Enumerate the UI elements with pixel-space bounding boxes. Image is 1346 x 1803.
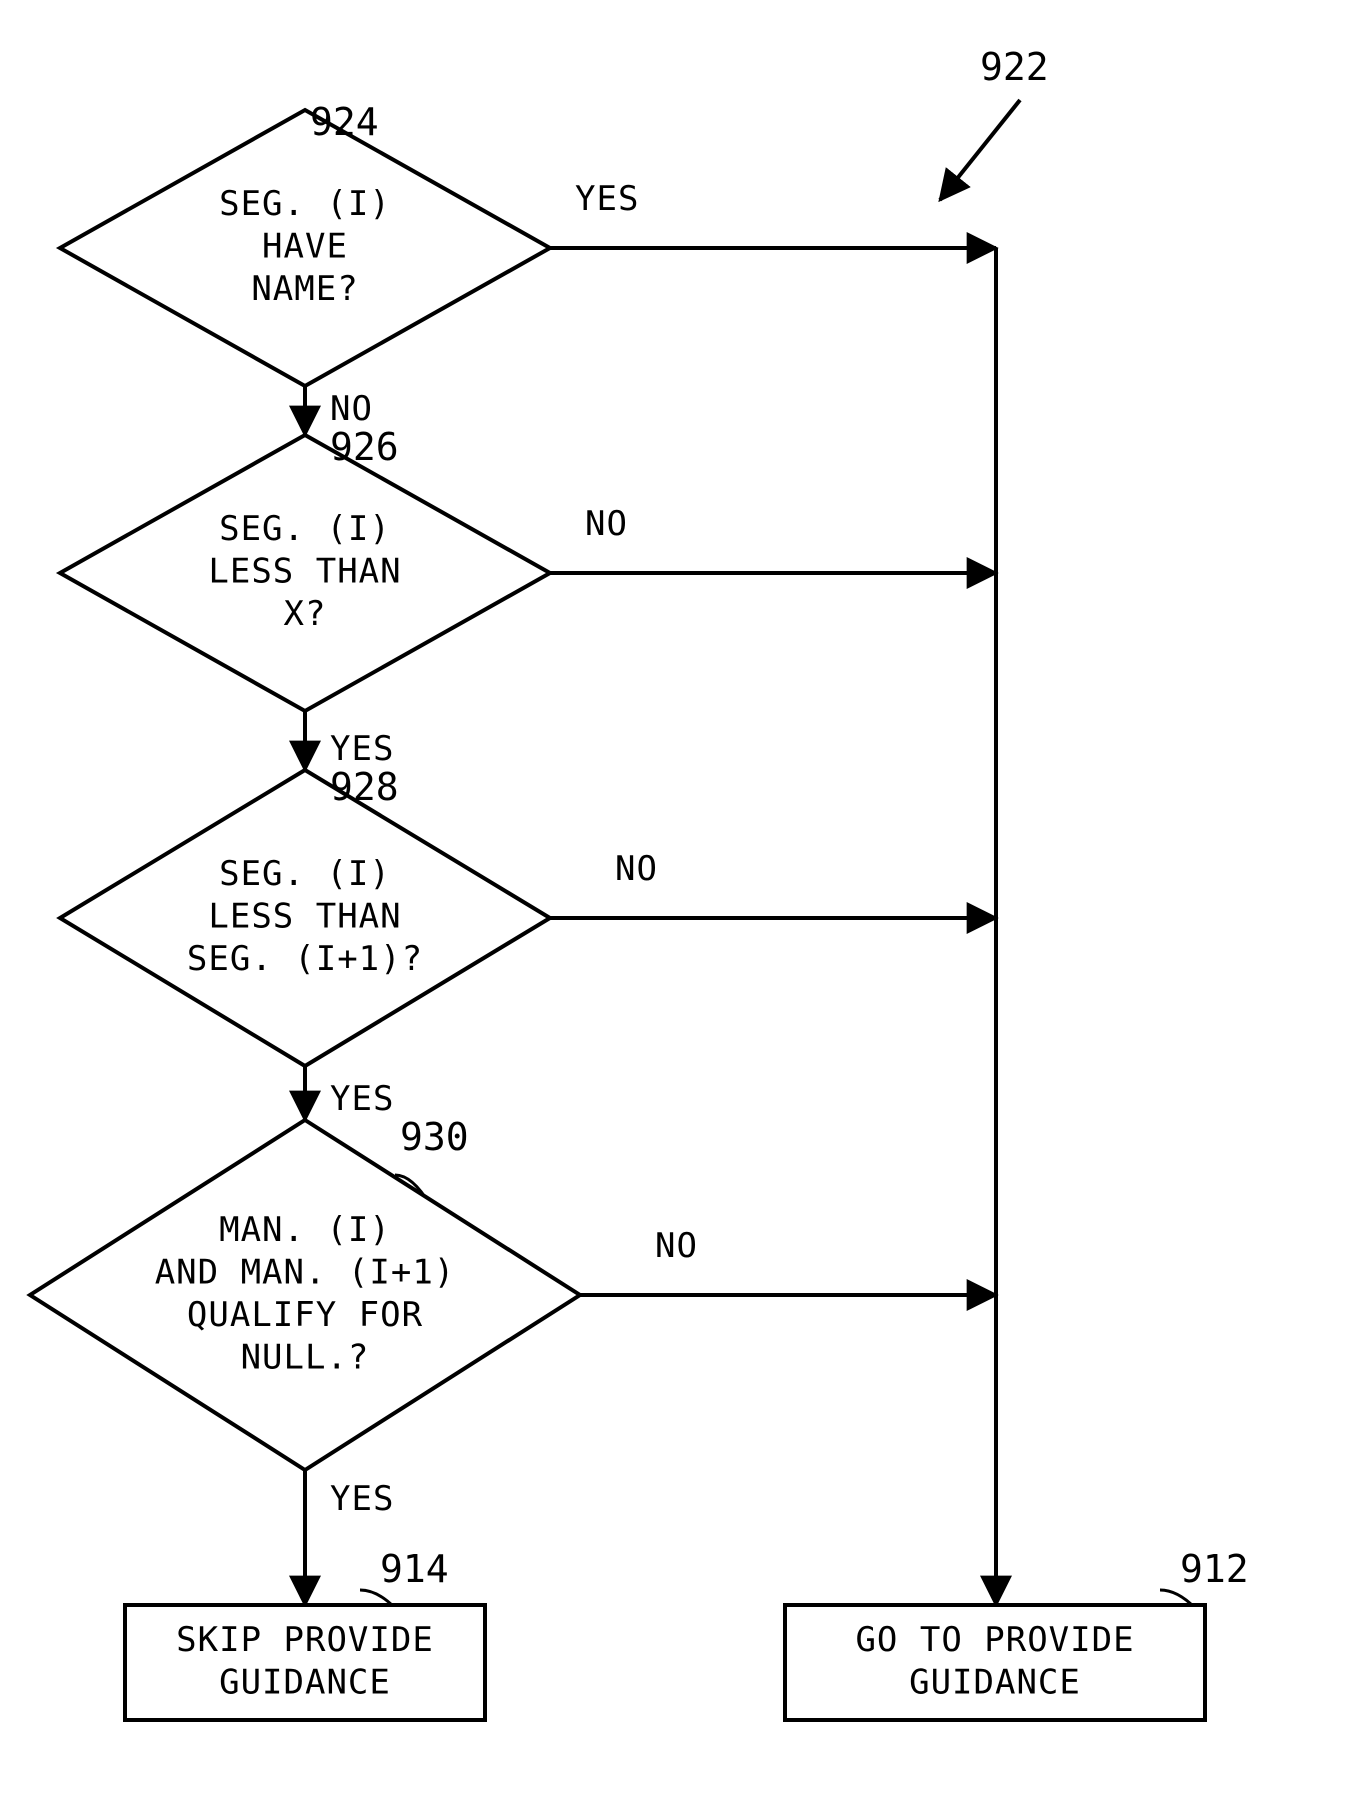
ref-label-r914: 914 bbox=[380, 1547, 449, 1591]
edge-label: NO bbox=[330, 389, 373, 429]
decision-d924-label: HAVE bbox=[262, 227, 348, 267]
edge-label: YES bbox=[330, 1079, 394, 1119]
decision-d930-label: AND MAN. (I+1) bbox=[155, 1252, 456, 1292]
decision-d930-label: NULL.? bbox=[241, 1337, 370, 1377]
ref-label-r922: 922 bbox=[980, 45, 1049, 89]
process-p914-label: GUIDANCE bbox=[219, 1662, 391, 1702]
edge-label: NO bbox=[615, 849, 658, 889]
edge-label: YES bbox=[330, 729, 394, 769]
edge-label: YES bbox=[330, 1479, 394, 1519]
edge-label: NO bbox=[585, 504, 628, 544]
decision-d924-label: SEG. (I) bbox=[219, 184, 391, 224]
edge-label: NO bbox=[655, 1226, 698, 1266]
ref-label-r924: 924 bbox=[310, 100, 379, 144]
ref-label-r912: 912 bbox=[1180, 1547, 1249, 1591]
decision-d928-label: SEG. (I+1)? bbox=[187, 939, 423, 979]
decision-d928-label: LESS THAN bbox=[208, 897, 401, 937]
flowchart: YESNONOYESNOYESNOYESSEG. (I)HAVENAME?SEG… bbox=[0, 0, 1346, 1803]
process-p912-label: GO TO PROVIDE bbox=[855, 1620, 1134, 1660]
ref-label-r926: 926 bbox=[330, 425, 399, 469]
decision-d928-label: SEG. (I) bbox=[219, 854, 391, 894]
decision-d930-label: QUALIFY FOR bbox=[187, 1295, 423, 1335]
process-p914-label: SKIP PROVIDE bbox=[176, 1620, 434, 1660]
decision-d926-label: LESS THAN bbox=[208, 552, 401, 592]
ref-label-r928: 928 bbox=[330, 765, 399, 809]
ref-label-r930: 930 bbox=[400, 1115, 469, 1159]
decision-d926-label: SEG. (I) bbox=[219, 509, 391, 549]
decision-d926-label: X? bbox=[284, 594, 327, 634]
decision-d930-label: MAN. (I) bbox=[219, 1210, 391, 1250]
edge-label: YES bbox=[575, 179, 639, 219]
process-p912-label: GUIDANCE bbox=[909, 1662, 1081, 1702]
decision-d924-label: NAME? bbox=[251, 269, 358, 309]
